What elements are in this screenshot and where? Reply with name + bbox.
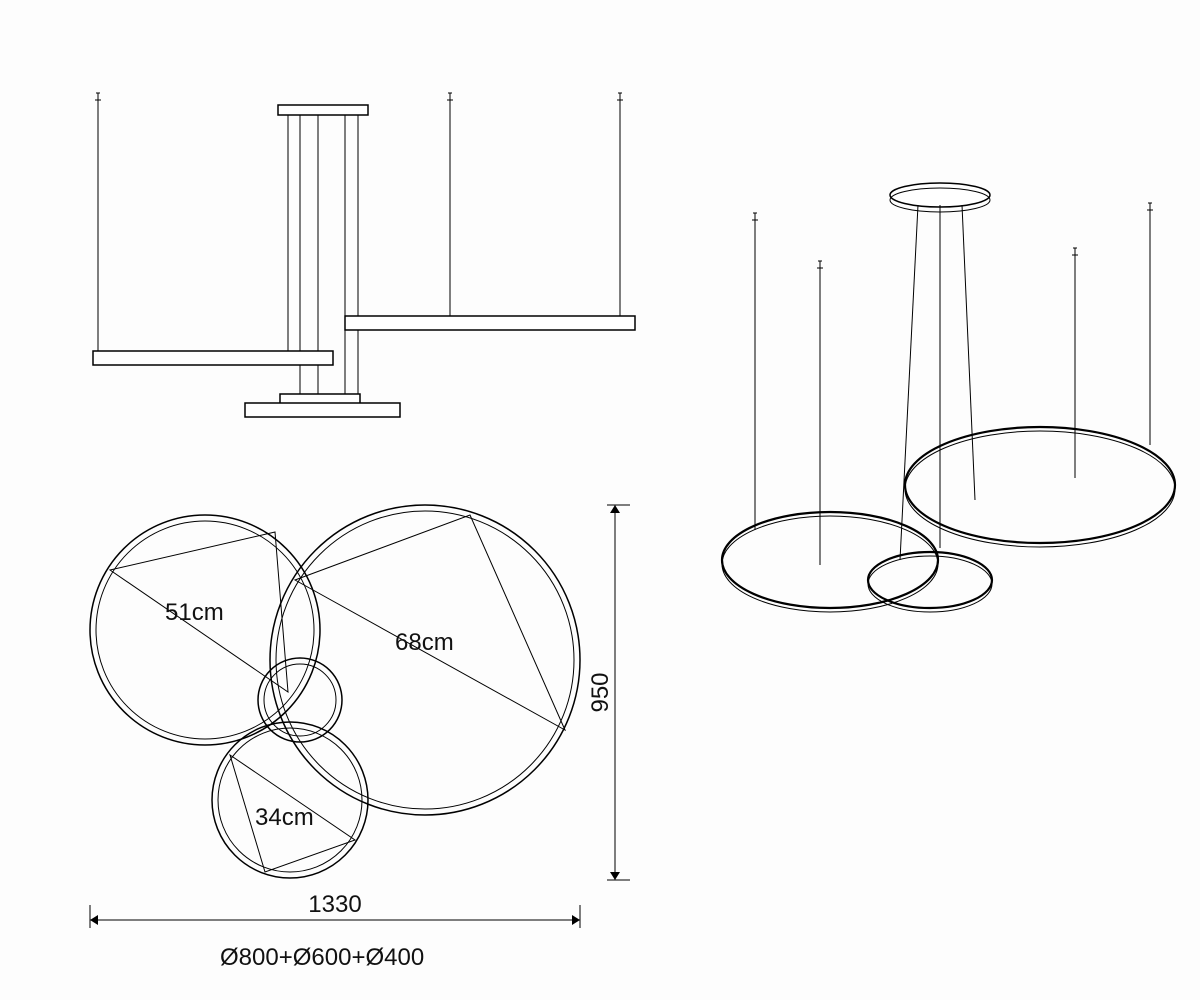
ring-dimension-label: 68cm <box>395 629 454 656</box>
ring-spec-label: Ø800+Ø600+Ø400 <box>220 944 424 971</box>
isometric-view <box>722 183 1175 612</box>
overall-height-label: 950 <box>587 672 614 712</box>
front-elevation <box>93 93 635 417</box>
ring-dimension-label: 51cm <box>165 599 224 626</box>
overall-width-label: 1330 <box>308 891 361 918</box>
ring-dimension-label: 34cm <box>255 804 314 831</box>
plan-view <box>90 505 630 928</box>
